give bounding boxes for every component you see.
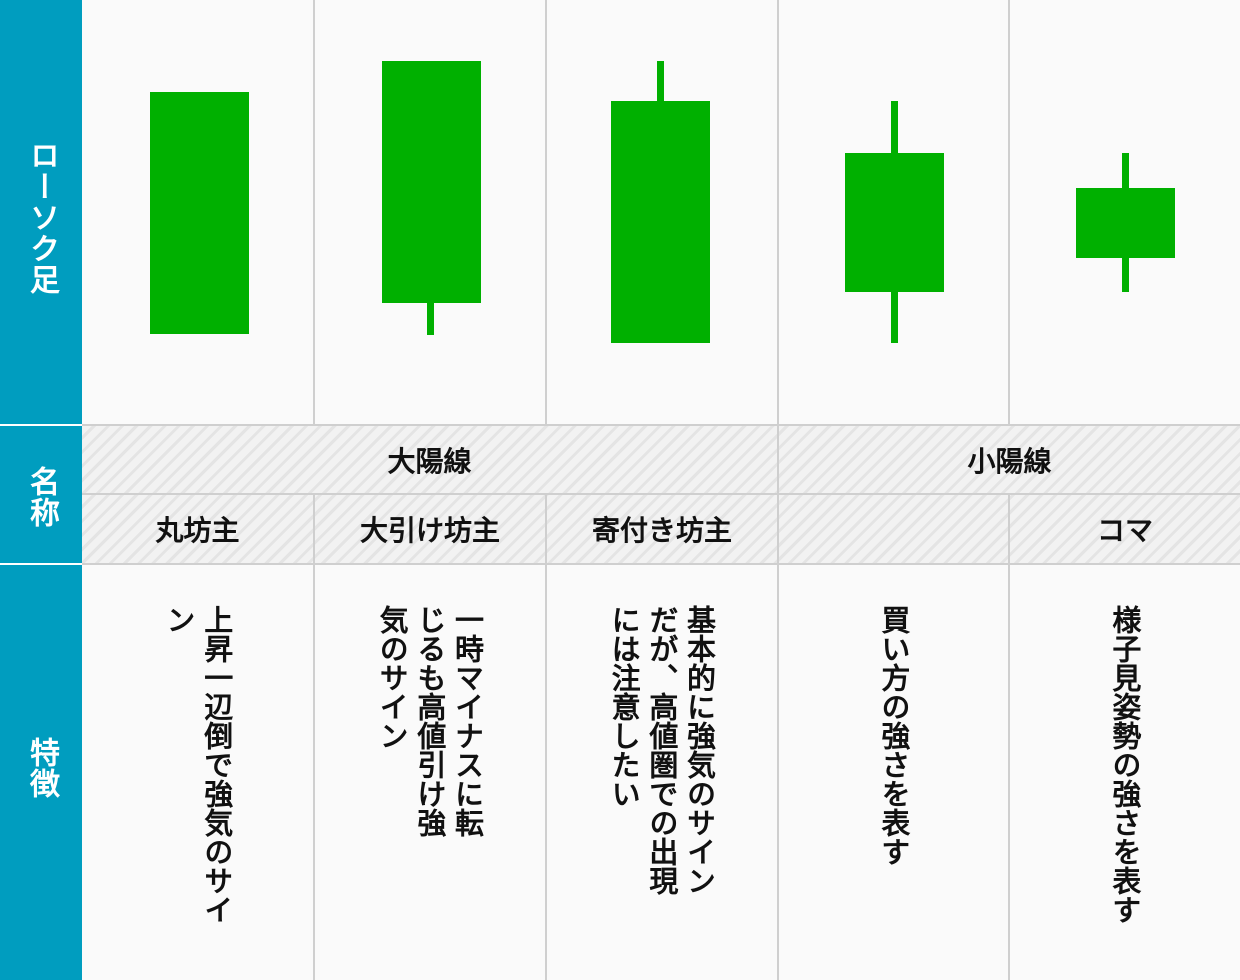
group-label-small: 小陽線 [967,444,1052,478]
divider [313,0,315,424]
row-label-name-text: 名称 [24,466,59,528]
candle-body-koma [1076,188,1175,258]
feature-text-marubozu: 上昇一辺倒で強気のサイン [162,605,234,924]
row-label-candle: ローソク足 [0,0,82,424]
divider [82,493,1240,495]
name-label-koma: コマ [1096,514,1153,547]
name-label-marubozu: 丸坊主 [155,514,240,547]
row-label-feature: 特徴 [0,565,82,980]
feature-row [82,565,1240,980]
candle-upper-shadow-yoritsuki [657,61,664,103]
feature-text-small: 買い方の強さを表す [876,605,911,866]
name-label-yoritsuki: 寄付き坊主 [591,514,732,547]
feature-text-ohbike: 一時マイナスに転じるも高値引け強気のサイン [375,605,485,837]
divider [777,0,779,424]
feature-cell-koma: 様子見姿勢の強さを表す [1024,605,1224,965]
candle-body-small [845,153,944,292]
candle-body-yoritsuki [611,101,710,343]
feature-cell-marubozu: 上昇一辺倒で強気のサイン [97,605,297,965]
feature-text-koma: 様子見姿勢の強さを表す [1107,605,1142,924]
divider [82,424,1240,426]
divider [545,0,547,424]
divider [1008,495,1010,563]
row-label-feature-text: 特徴 [24,737,59,799]
row-label-name: 名称 [0,426,82,563]
divider [82,563,1240,565]
candle-lower-shadow-ohbike [427,300,434,335]
divider [777,426,779,493]
feature-cell-small: 買い方の強さを表す [793,605,993,965]
divider [1008,0,1010,424]
name-label-small [779,495,1008,563]
divider [777,495,779,563]
divider [545,565,547,980]
candlestick-graphics [150,61,1175,343]
divider [777,565,779,980]
candle-body-ohbike [382,61,481,303]
feature-cell-ohbike: 一時マイナスに転じるも高値引け強気のサイン [329,605,529,965]
divider [1008,565,1010,980]
group-row [82,426,1240,493]
divider [545,495,547,563]
candle-body-marubozu [150,92,249,334]
name-label-ohbike: 大引け坊主 [359,514,500,547]
feature-cell-yoritsuki: 基本的に強気のサインだが、高値圏での出現には注意したい [561,605,761,965]
divider [313,495,315,563]
group-label-large: 大陽線 [387,444,472,478]
row-label-candle-text: ローソク足 [24,140,59,295]
feature-text-yoritsuki: 基本的に強気のサインだが、高値圏での出現には注意したい [607,605,717,895]
divider [313,565,315,980]
name-row [82,495,1240,563]
